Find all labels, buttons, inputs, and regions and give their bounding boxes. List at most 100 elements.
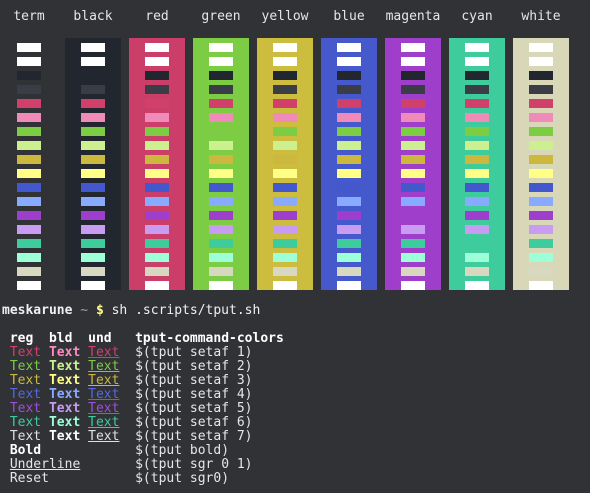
color-swatch xyxy=(209,141,233,150)
color-swatch xyxy=(273,113,297,122)
color-swatch xyxy=(401,155,425,164)
color-swatch xyxy=(145,253,169,262)
color-swatch xyxy=(17,281,41,290)
color-swatch xyxy=(273,71,297,80)
prompt-user: meskarune xyxy=(2,303,73,318)
column-header: green xyxy=(201,9,241,24)
color-swatch xyxy=(81,253,105,262)
color-swatch xyxy=(465,127,489,136)
color-swatch xyxy=(209,71,233,80)
color-swatch xyxy=(145,85,169,94)
color-swatch xyxy=(401,57,425,66)
color-swatch xyxy=(145,211,169,220)
color-swatch xyxy=(81,197,105,206)
color-swatch xyxy=(209,85,233,94)
color-swatch xyxy=(145,239,169,248)
color-swatch xyxy=(81,183,105,192)
color-swatch xyxy=(17,155,41,164)
color-swatch xyxy=(465,99,489,108)
color-panel xyxy=(385,38,441,290)
color-swatch xyxy=(209,253,233,262)
color-swatch xyxy=(209,57,233,66)
color-swatch xyxy=(145,43,169,52)
color-swatch xyxy=(465,43,489,52)
column-header: red xyxy=(145,9,169,24)
color-swatch xyxy=(273,127,297,136)
color-swatch xyxy=(145,127,169,136)
color-swatch xyxy=(81,71,105,80)
color-swatch xyxy=(529,183,553,192)
color-swatch xyxy=(209,113,233,122)
color-swatch xyxy=(17,211,41,220)
color-swatch xyxy=(17,43,41,52)
color-swatch xyxy=(465,113,489,122)
color-swatch xyxy=(401,141,425,150)
color-swatch xyxy=(17,71,41,80)
command-text: $(tput setaf 6) xyxy=(135,415,253,430)
command-text: $(tput sgr 0 1) xyxy=(135,457,253,472)
column-header: blue xyxy=(333,9,365,24)
color-panel xyxy=(129,38,185,290)
color-swatch xyxy=(81,169,105,178)
color-swatch xyxy=(401,113,425,122)
color-swatch xyxy=(273,43,297,52)
color-swatch xyxy=(337,183,361,192)
color-swatch xyxy=(17,183,41,192)
command-text: $(tput setaf 7) xyxy=(135,429,253,444)
color-swatch xyxy=(17,113,41,122)
color-swatch xyxy=(529,281,553,290)
color-swatch xyxy=(401,183,425,192)
color-swatch xyxy=(17,127,41,136)
regular-text: Text xyxy=(9,387,42,402)
regular-text: Text xyxy=(9,415,42,430)
regular-text: Text xyxy=(9,345,42,360)
underlined-text: Text xyxy=(88,415,120,430)
color-swatch xyxy=(81,85,105,94)
color-swatch xyxy=(81,99,105,108)
color-swatch xyxy=(337,267,361,276)
color-swatch xyxy=(81,127,105,136)
color-swatch xyxy=(465,225,489,234)
bold-text: Text xyxy=(48,401,81,416)
color-swatch xyxy=(465,197,489,206)
color-swatch xyxy=(273,211,297,220)
color-swatch xyxy=(401,169,425,178)
color-swatch xyxy=(529,197,553,206)
table-header: und xyxy=(88,331,112,346)
color-swatch xyxy=(273,253,297,262)
color-swatch xyxy=(81,43,105,52)
column-header: yellow xyxy=(261,9,309,24)
color-swatch xyxy=(401,239,425,248)
color-swatch xyxy=(465,267,489,276)
style-label: Reset xyxy=(9,471,49,486)
color-swatch xyxy=(81,57,105,66)
command-text: $(tput setaf 3) xyxy=(135,373,253,388)
color-swatch xyxy=(17,99,41,108)
column-header: magenta xyxy=(385,9,441,24)
color-panel xyxy=(321,38,377,290)
color-swatch xyxy=(273,239,297,248)
color-swatch xyxy=(273,99,297,108)
color-swatch xyxy=(465,281,489,290)
bold-text: Text xyxy=(48,359,81,374)
color-swatch xyxy=(529,239,553,248)
prompt-command: sh .scripts/tput.sh xyxy=(111,303,261,318)
color-swatch xyxy=(401,43,425,52)
color-swatch xyxy=(81,113,105,122)
color-swatch xyxy=(529,141,553,150)
color-swatch xyxy=(81,211,105,220)
color-swatch xyxy=(401,197,425,206)
color-swatch xyxy=(337,253,361,262)
underlined-text: Text xyxy=(88,373,120,388)
color-swatch xyxy=(81,155,105,164)
color-swatch xyxy=(465,71,489,80)
color-swatch xyxy=(401,71,425,80)
color-swatch xyxy=(145,99,169,108)
color-swatch xyxy=(465,253,489,262)
command-text: $(tput setaf 4) xyxy=(135,387,253,402)
color-swatch xyxy=(401,99,425,108)
prompt-symbol: $ xyxy=(95,303,104,318)
color-swatch xyxy=(145,141,169,150)
color-swatch xyxy=(17,225,41,234)
command-text: $(tput sgr0) xyxy=(135,471,230,486)
